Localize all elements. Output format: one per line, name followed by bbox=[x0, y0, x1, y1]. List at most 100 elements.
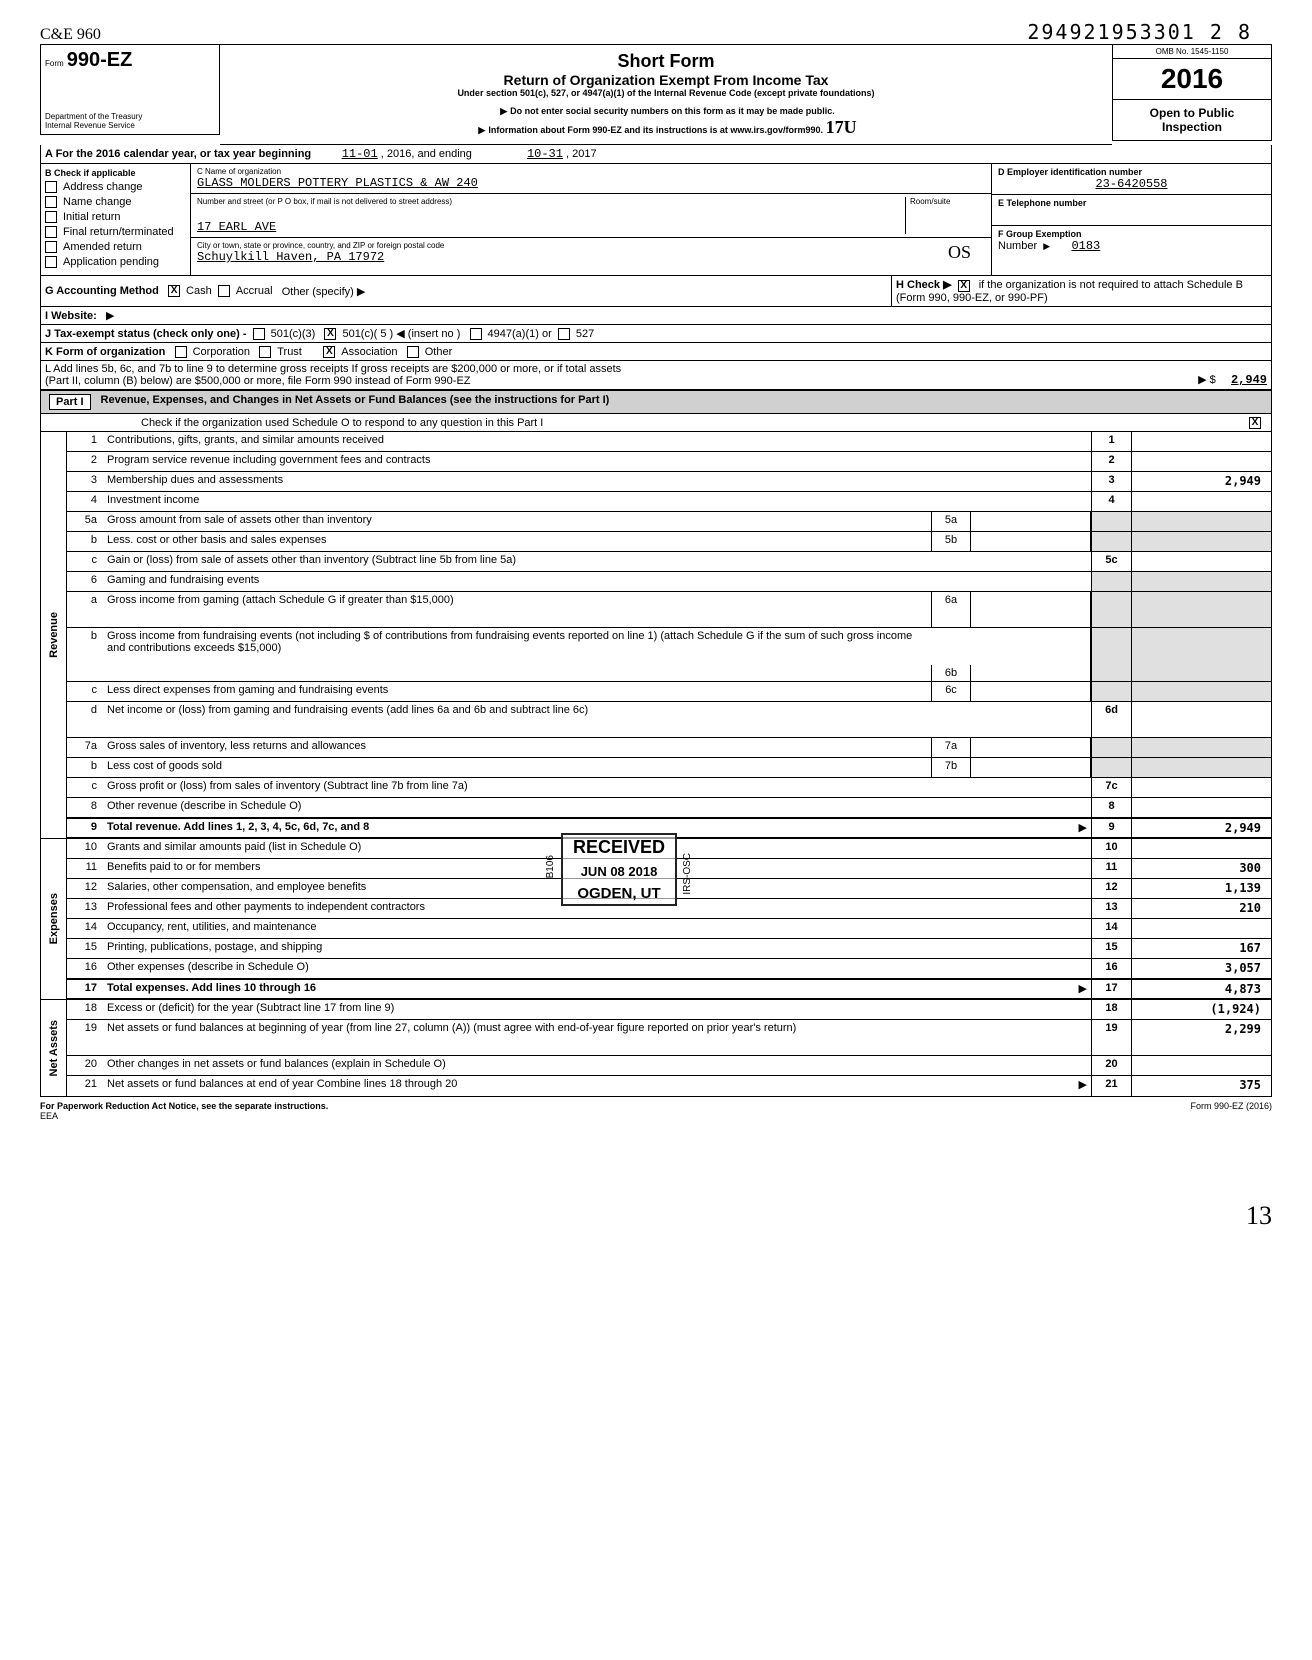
cb-app-pending[interactable] bbox=[45, 256, 57, 268]
row-6b: Gross income from fundraising events (no… bbox=[103, 628, 931, 681]
val-17: 4,873 bbox=[1131, 980, 1271, 998]
val-20 bbox=[1131, 1056, 1271, 1075]
cb-assoc[interactable] bbox=[323, 346, 335, 358]
phone-value bbox=[998, 208, 1265, 222]
side-revenue: Revenue bbox=[48, 612, 60, 658]
stamp-received: RECEIVED bbox=[573, 837, 665, 858]
cb-amended[interactable] bbox=[45, 241, 57, 253]
cb-final-return[interactable] bbox=[45, 226, 57, 238]
row-6c: Less direct expenses from gaming and fun… bbox=[103, 682, 931, 701]
part-i-label: Part I bbox=[49, 394, 91, 410]
val-9: 2,949 bbox=[1131, 819, 1271, 837]
row-14: Occupancy, rent, utilities, and maintena… bbox=[103, 919, 1091, 938]
val-13: 210 bbox=[1131, 899, 1271, 918]
tax-year-begin: 11-01 bbox=[342, 147, 378, 161]
side-netassets: Net Assets bbox=[48, 1020, 60, 1076]
received-stamp: RECEIVED JUN 08 2018 OGDEN, UT B106 IRS-… bbox=[561, 833, 677, 906]
gross-receipts: 2,949 bbox=[1231, 373, 1267, 387]
part-i-title: Revenue, Expenses, and Changes in Net As… bbox=[101, 394, 610, 410]
lbl-initial-return: Initial return bbox=[63, 211, 120, 223]
stamp-date: JUN 08 2018 bbox=[573, 864, 665, 879]
line-a-endyear: , 2017 bbox=[566, 148, 597, 160]
val-11: 300 bbox=[1131, 859, 1271, 878]
cb-other-org[interactable] bbox=[407, 346, 419, 358]
cb-accrual[interactable] bbox=[218, 285, 230, 297]
omb-number: OMB No. 1545-1150 bbox=[1113, 45, 1271, 59]
group-exempt-label2: Number bbox=[998, 240, 1037, 252]
entity-block: B Check if applicable Address change Nam… bbox=[40, 164, 1272, 276]
val-18: (1,924) bbox=[1131, 1000, 1271, 1019]
lbl-trust: Trust bbox=[277, 346, 302, 358]
cb-527[interactable] bbox=[558, 328, 570, 340]
footer-right: Form 990-EZ (2016) bbox=[1190, 1101, 1272, 1121]
netassets-section: Net Assets 18Excess or (deficit) for the… bbox=[40, 999, 1272, 1097]
val-21: 375 bbox=[1131, 1076, 1271, 1096]
cb-name-change[interactable] bbox=[45, 196, 57, 208]
tax-year: 2016 bbox=[1113, 59, 1271, 100]
row-2: Program service revenue including govern… bbox=[103, 452, 1091, 471]
line-i-label: I Website: bbox=[45, 310, 97, 322]
val-1 bbox=[1131, 432, 1271, 451]
footer-eea: EEA bbox=[40, 1111, 58, 1121]
ein-label: D Employer identification number bbox=[998, 167, 1265, 177]
line-a-mid: , 2016, and ending bbox=[381, 148, 472, 160]
lbl-501c3: 501(c)(3) bbox=[271, 328, 316, 340]
line-i-arrow: ▶ bbox=[106, 310, 114, 322]
row-5b: Less. cost or other basis and sales expe… bbox=[103, 532, 931, 551]
org-name: GLASS MOLDERS POTTERY PLASTICS & AW 240 bbox=[197, 176, 985, 190]
val-2 bbox=[1131, 452, 1271, 471]
cb-schedule-b[interactable] bbox=[958, 280, 970, 292]
lbl-app-pending: Application pending bbox=[63, 256, 159, 268]
cb-corp[interactable] bbox=[175, 346, 187, 358]
stamp-irsosc: IRS-OSC bbox=[682, 853, 693, 895]
open-to-public: Open to Public Inspection bbox=[1113, 100, 1271, 140]
line-h-label: H Check ▶ bbox=[896, 279, 952, 291]
row-7b: Less cost of goods sold bbox=[103, 758, 931, 777]
dln-number: 294921953301 2 8 bbox=[1027, 20, 1272, 44]
room-label: Room/suite bbox=[910, 197, 985, 206]
val-7c bbox=[1131, 778, 1271, 797]
part-i-header: Part I Revenue, Expenses, and Changes in… bbox=[40, 390, 1272, 414]
row-20: Other changes in net assets or fund bala… bbox=[103, 1056, 1091, 1075]
form-990ez: C&E 960 294921953301 2 8 Form 990-EZ Dep… bbox=[40, 20, 1272, 1231]
cb-address-change[interactable] bbox=[45, 181, 57, 193]
val-4 bbox=[1131, 492, 1271, 511]
lbl-other-org: Other bbox=[425, 346, 453, 358]
phone-label: E Telephone number bbox=[998, 198, 1265, 208]
cb-initial-return[interactable] bbox=[45, 211, 57, 223]
line-l-text1: L Add lines 5b, 6c, and 7b to line 9 to … bbox=[45, 363, 1067, 375]
page-number-handwritten: 13 bbox=[1246, 1201, 1272, 1230]
lbl-cash: Cash bbox=[186, 285, 212, 297]
line-k-label: K Form of organization bbox=[45, 346, 165, 358]
group-exempt-value: 0183 bbox=[1071, 239, 1100, 253]
row-21: Net assets or fund balances at end of ye… bbox=[107, 1078, 457, 1090]
return-title: Return of Organization Exempt From Incom… bbox=[230, 72, 1102, 88]
group-exempt-label: F Group Exemption bbox=[998, 229, 1265, 239]
lbl-amended: Amended return bbox=[63, 241, 142, 253]
cb-schedule-o[interactable] bbox=[1249, 417, 1261, 429]
cb-trust[interactable] bbox=[259, 346, 271, 358]
instructions-link: Information about Form 990-EZ and its in… bbox=[488, 125, 823, 135]
cb-501c[interactable] bbox=[324, 328, 336, 340]
revenue-section: Revenue 1Contributions, gifts, grants, a… bbox=[40, 432, 1272, 838]
form-prefix: Form bbox=[45, 59, 64, 68]
line-g-label: G Accounting Method bbox=[45, 285, 159, 297]
lbl-final-return: Final return/terminated bbox=[63, 226, 174, 238]
cb-4947[interactable] bbox=[470, 328, 482, 340]
lbl-527: 527 bbox=[576, 328, 594, 340]
val-15: 167 bbox=[1131, 939, 1271, 958]
section-b-header: B Check if applicable bbox=[45, 168, 186, 178]
cb-cash[interactable] bbox=[168, 285, 180, 297]
row-1: Contributions, gifts, grants, and simila… bbox=[103, 432, 1091, 451]
street-address: 17 EARL AVE bbox=[197, 220, 905, 234]
row-9: Total revenue. Add lines 1, 2, 3, 4, 5c,… bbox=[107, 821, 369, 833]
lbl-501c: 501(c)( 5 ) bbox=[342, 328, 393, 340]
lbl-assoc: Association bbox=[341, 346, 397, 358]
lbl-corp: Corporation bbox=[193, 346, 250, 358]
cb-501c3[interactable] bbox=[253, 328, 265, 340]
val-16: 3,057 bbox=[1131, 959, 1271, 978]
dept-treasury: Department of the Treasury bbox=[45, 112, 215, 121]
handwritten-top-left: C&E 960 bbox=[40, 26, 101, 44]
short-form-title: Short Form bbox=[230, 51, 1102, 72]
lbl-4947: 4947(a)(1) or bbox=[488, 328, 552, 340]
